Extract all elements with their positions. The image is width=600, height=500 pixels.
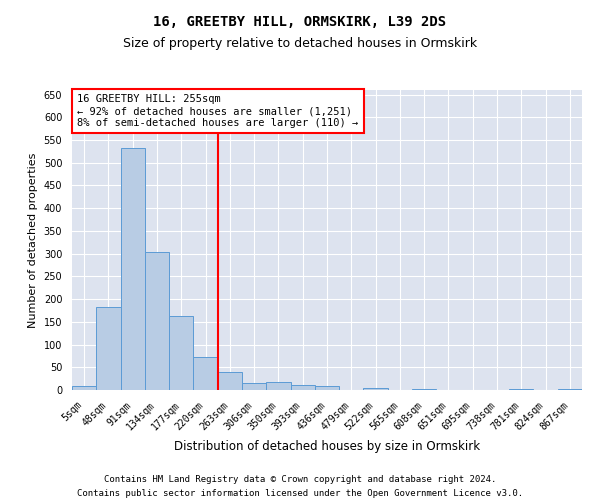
Text: 16 GREETBY HILL: 255sqm
← 92% of detached houses are smaller (1,251)
8% of semi-: 16 GREETBY HILL: 255sqm ← 92% of detache…	[77, 94, 358, 128]
Bar	[242, 383, 266, 390]
Bar	[364, 388, 388, 390]
Bar	[290, 386, 315, 390]
Text: Size of property relative to detached houses in Ormskirk: Size of property relative to detached ho…	[123, 38, 477, 51]
Text: Contains HM Land Registry data © Crown copyright and database right 2024.
Contai: Contains HM Land Registry data © Crown c…	[77, 476, 523, 498]
Bar	[96, 307, 121, 390]
Bar	[315, 386, 339, 390]
Bar	[169, 316, 193, 390]
Bar	[145, 252, 169, 390]
Y-axis label: Number of detached properties: Number of detached properties	[28, 152, 38, 328]
Bar	[218, 372, 242, 390]
Bar	[121, 148, 145, 390]
Bar	[509, 389, 533, 390]
Bar	[558, 389, 582, 390]
Bar	[266, 382, 290, 390]
Bar	[412, 389, 436, 390]
X-axis label: Distribution of detached houses by size in Ormskirk: Distribution of detached houses by size …	[174, 440, 480, 453]
Text: 16, GREETBY HILL, ORMSKIRK, L39 2DS: 16, GREETBY HILL, ORMSKIRK, L39 2DS	[154, 15, 446, 29]
Bar	[193, 357, 218, 390]
Bar	[72, 386, 96, 390]
